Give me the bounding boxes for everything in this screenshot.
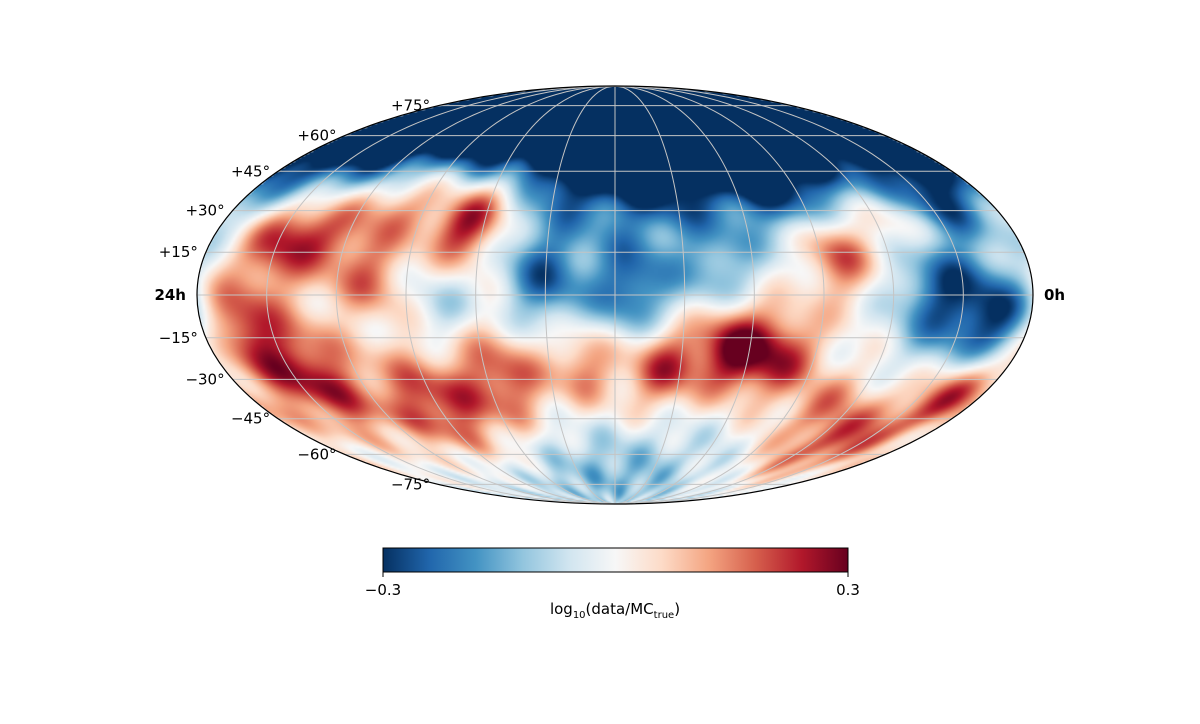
lat-tick-label: +15° xyxy=(159,243,198,261)
lat-tick-label: +60° xyxy=(297,127,336,145)
latitude-tick-labels: +75° +60° +45° +30° +15° −15° −30° −45° −60° −75° xyxy=(159,97,430,494)
ra-label-left: 24h xyxy=(154,286,186,304)
graticule-meridian xyxy=(614,86,825,504)
lat-tick-label: −15° xyxy=(159,329,198,347)
graticule-meridian xyxy=(544,86,616,504)
colorbar-label-mid: (data/MC xyxy=(586,600,654,618)
lat-tick-label: +30° xyxy=(185,202,224,220)
colorbar-tick-label-min: −0.3 xyxy=(365,581,401,599)
colorbar-bar xyxy=(382,547,849,573)
graticule-meridian xyxy=(614,86,755,504)
graticule-meridian xyxy=(475,86,616,504)
colorbar-label: log10(data/MCtrue) xyxy=(550,600,680,621)
graticule-meridian xyxy=(614,86,964,504)
colorbar-label-sub2: true xyxy=(654,610,675,621)
colorbar-label-end: ) xyxy=(674,600,680,618)
lat-tick-label: −45° xyxy=(231,410,270,428)
graticule-meridian xyxy=(266,86,616,504)
lat-tick-label: +75° xyxy=(391,97,430,115)
colorbar-tick-label-max: 0.3 xyxy=(836,581,860,599)
graticule-meridian xyxy=(405,86,616,504)
ra-label-right: 0h xyxy=(1044,286,1065,304)
graticule xyxy=(197,86,1033,504)
lat-tick-label: −60° xyxy=(297,445,336,463)
colorbar: −0.3 0.3 log10(data/MCtrue) xyxy=(365,547,860,621)
map-outline xyxy=(196,85,1034,505)
lat-tick-label: +45° xyxy=(231,162,270,180)
graticule-meridian xyxy=(614,86,895,504)
lat-tick-label: −75° xyxy=(391,475,430,493)
graticule-meridian xyxy=(614,86,686,504)
lat-tick-label: −30° xyxy=(185,370,224,388)
graticule-meridian xyxy=(335,86,616,504)
colorbar-label-sub: 10 xyxy=(573,610,586,621)
colorbar-label-log: log xyxy=(550,600,573,618)
